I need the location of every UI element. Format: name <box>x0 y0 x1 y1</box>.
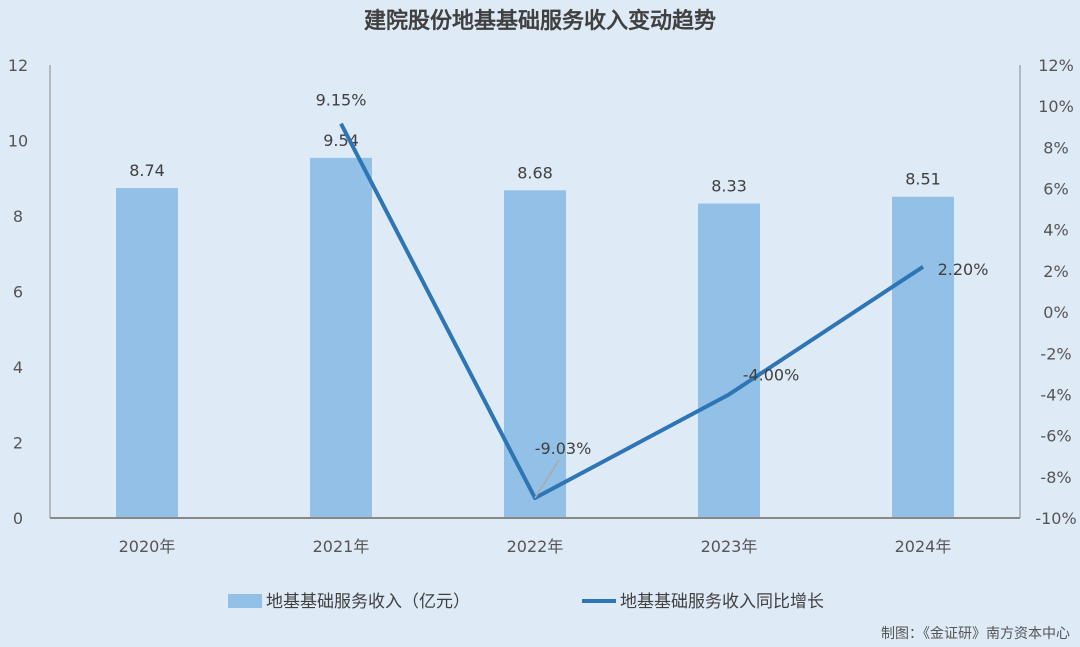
right-tick-label: 6% <box>1043 180 1068 199</box>
left-tick-label: 2 <box>13 434 23 453</box>
right-tick-label: -4% <box>1040 385 1071 404</box>
left-tick-label: 6 <box>13 283 23 302</box>
bar <box>698 203 760 519</box>
legend-bar-label: 地基基础服务收入（亿元） <box>266 592 470 612</box>
right-tick-label: 0% <box>1043 303 1068 322</box>
right-tick-label: -6% <box>1040 427 1071 446</box>
bar-data-label: 8.74 <box>129 161 165 180</box>
line-data-label: -9.03% <box>535 439 592 458</box>
right-tick-label: 10% <box>1038 97 1074 116</box>
left-tick-label: 12 <box>8 56 28 75</box>
growth-line <box>339 122 925 501</box>
left-tick-label: 10 <box>8 132 28 151</box>
left-tick-label: 4 <box>13 358 23 377</box>
line-data-label: 2.20% <box>938 260 989 279</box>
x-tick-label: 2023年 <box>701 537 758 556</box>
right-tick-label: -10% <box>1035 509 1076 528</box>
chart-title: 建院股份地基基础服务收入变动趋势 <box>364 8 716 34</box>
bar-data-label: 8.33 <box>711 177 747 196</box>
source-note: 制图：《金证研》南方资本中心 <box>881 626 1070 642</box>
line-data-label: -4.00% <box>743 365 800 384</box>
bar <box>504 190 566 518</box>
bar-data-label: 8.51 <box>905 170 941 189</box>
right-tick-label: 8% <box>1043 138 1068 157</box>
left-tick-label: 8 <box>13 207 23 226</box>
x-tick-label: 2020年 <box>119 537 176 556</box>
right-tick-label: -8% <box>1040 468 1071 487</box>
x-tick-label: 2024年 <box>895 537 952 556</box>
bar-data-label: 8.68 <box>517 163 553 182</box>
bar <box>892 196 954 518</box>
legend-bar-swatch <box>228 594 262 608</box>
leader-line <box>534 459 560 499</box>
legend-line-label: 地基基础服务收入同比增长 <box>620 592 824 612</box>
right-tick-label: 4% <box>1043 221 1068 240</box>
bar <box>310 157 372 519</box>
right-tick-label: 12% <box>1038 56 1074 75</box>
x-tick-label: 2021年 <box>313 537 370 556</box>
line-data-label: 9.15% <box>316 91 367 110</box>
x-tick-label: 2022年 <box>507 537 564 556</box>
right-tick-label: 2% <box>1043 262 1068 281</box>
legend: 地基基础服务收入（亿元） 地基基础服务收入同比增长 <box>228 592 824 612</box>
right-tick-label: -2% <box>1040 344 1071 363</box>
left-tick-label: 0 <box>13 509 23 528</box>
bar <box>116 188 178 518</box>
